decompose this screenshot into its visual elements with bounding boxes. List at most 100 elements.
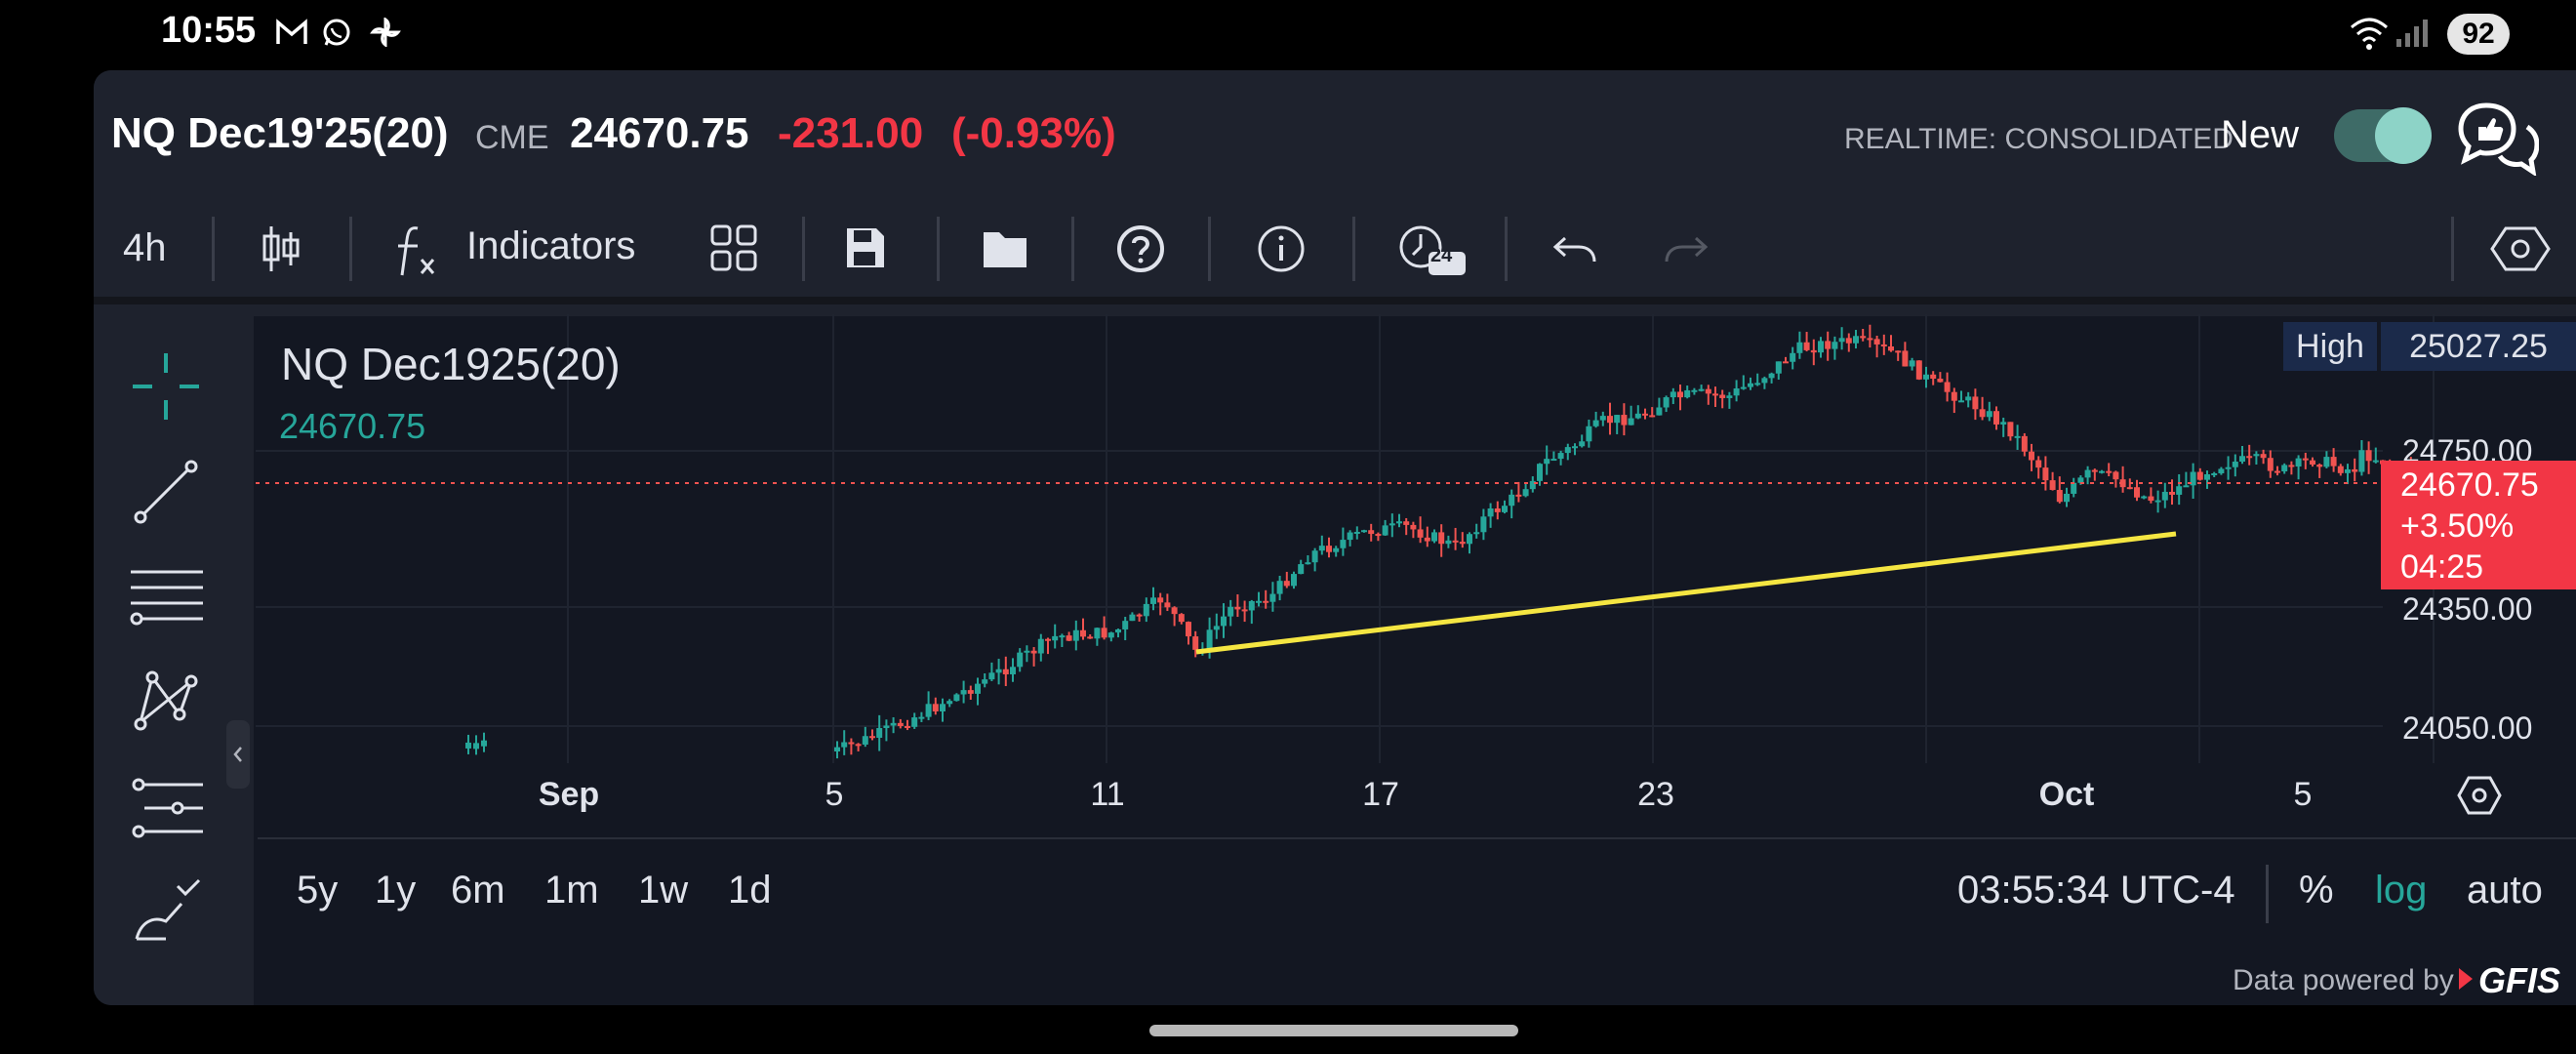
candle-body [1726, 395, 1733, 398]
candle-body [876, 728, 883, 738]
candle-body [1937, 379, 1944, 383]
layouts-icon[interactable] [706, 215, 761, 283]
candle-body [1059, 635, 1066, 638]
brush-icon[interactable] [127, 874, 205, 953]
new-toggle[interactable] [2334, 107, 2432, 164]
candle-body [1080, 629, 1086, 637]
candle-body [1537, 464, 1543, 481]
candle-body [2225, 466, 2232, 469]
gfis-logo-icon [2459, 968, 2473, 990]
candle-body [1136, 614, 1143, 617]
candle-body [1494, 508, 1501, 512]
candle-body [2113, 471, 2119, 480]
candle-body [1825, 341, 1831, 349]
candle-body [2154, 500, 2161, 503]
candle-body [1333, 547, 1340, 552]
candle-body [848, 742, 855, 745]
candle-body [1002, 669, 1009, 674]
undo-icon[interactable] [1550, 215, 1600, 283]
candle-body [1326, 546, 1332, 552]
fib-tool-icon[interactable] [127, 769, 205, 847]
candle-body [2288, 465, 2295, 467]
candle-body [1529, 480, 1536, 490]
candle-body [1438, 532, 1445, 545]
auto-scale-button[interactable]: auto [2467, 869, 2543, 912]
candle-body [2014, 435, 2021, 438]
range-1m[interactable]: 1m [544, 869, 599, 912]
indicators-button[interactable]: Indicators [466, 224, 636, 267]
candle-body [1375, 534, 1382, 537]
toolbar-separator [212, 217, 215, 281]
chat-feedback-icon[interactable] [2457, 101, 2539, 176]
candle-body [1361, 530, 1367, 533]
bottom-bar [254, 861, 2576, 1005]
candle-body [1754, 383, 1761, 385]
candle-body [2042, 467, 2049, 481]
high-label: High [2296, 328, 2364, 365]
candle-body [940, 704, 946, 711]
horizontal-lines-icon[interactable] [127, 558, 205, 636]
trend-line[interactable] [1195, 531, 2177, 655]
range-5y[interactable]: 5y [297, 869, 339, 912]
log-scale-button[interactable]: log [2375, 869, 2428, 912]
settings-hexagon-icon[interactable] [2488, 215, 2553, 283]
collapse-toolbar-button[interactable] [226, 720, 250, 789]
candle-body [925, 704, 932, 717]
candle-body [1066, 635, 1072, 641]
candle-body [982, 679, 988, 684]
candle-body [1586, 426, 1592, 442]
candle-body [890, 722, 897, 726]
candle-body [1072, 629, 1079, 641]
candle-body [1276, 581, 1283, 594]
candle-body [2372, 460, 2379, 463]
candles-icon[interactable] [256, 215, 306, 283]
crosshair-icon[interactable] [127, 347, 205, 426]
folder-icon[interactable] [980, 215, 1030, 283]
candle-body [1895, 350, 1902, 353]
candle-body [1101, 628, 1107, 638]
chart-toolbar [94, 195, 2576, 293]
timezone-clock[interactable]: 03:55:34 UTC-4 [1957, 869, 2235, 912]
axis-settings-icon[interactable] [2455, 771, 2504, 820]
candle-body [1353, 531, 1360, 534]
save-icon[interactable] [841, 215, 888, 283]
symbol-title[interactable]: NQ Dec19'25(20) [111, 109, 449, 157]
gfis-brand: GFIS [2478, 960, 2561, 1000]
clock-24h-icon[interactable] [1393, 215, 1468, 283]
candle-body [1965, 396, 1972, 401]
percent-scale-button[interactable]: % [2299, 869, 2334, 912]
candle-body [1557, 453, 1564, 460]
range-1d[interactable]: 1d [728, 869, 772, 912]
pattern-icon[interactable] [127, 664, 205, 742]
candle-body [1171, 607, 1178, 615]
range-6m[interactable]: 6m [451, 869, 505, 912]
candle-body [2218, 468, 2225, 473]
interval-button[interactable]: 4h [123, 226, 167, 269]
candle-body [1234, 606, 1241, 610]
function-icon[interactable] [390, 215, 445, 283]
candle-body [1684, 389, 1691, 398]
range-1y[interactable]: 1y [375, 869, 417, 912]
toolbar-separator [349, 217, 352, 281]
high-value-box: 25027.25 [2381, 322, 2576, 371]
candle-body [1979, 409, 1986, 418]
toolbar-separator [1352, 217, 1355, 281]
whatsapp-icon [323, 19, 350, 46]
chart-pane[interactable] [254, 316, 2576, 861]
candle-body [2310, 460, 2315, 466]
candle-body [1283, 581, 1290, 587]
candle-body [1256, 600, 1262, 603]
help-icon[interactable] [1114, 215, 1167, 283]
candle-body [1550, 459, 1557, 462]
candle-body [2316, 465, 2323, 467]
candle-body [1909, 360, 1915, 367]
price-chart[interactable] [256, 314, 2576, 841]
range-1w[interactable]: 1w [638, 869, 689, 912]
redo-icon[interactable] [1661, 215, 1711, 283]
candle-body [1228, 606, 1234, 617]
candle-body [1993, 411, 1999, 425]
candle-body [1480, 516, 1487, 533]
candle-body [1017, 652, 1024, 668]
info-icon[interactable] [1255, 215, 1308, 283]
trend-line-icon[interactable] [127, 453, 205, 531]
